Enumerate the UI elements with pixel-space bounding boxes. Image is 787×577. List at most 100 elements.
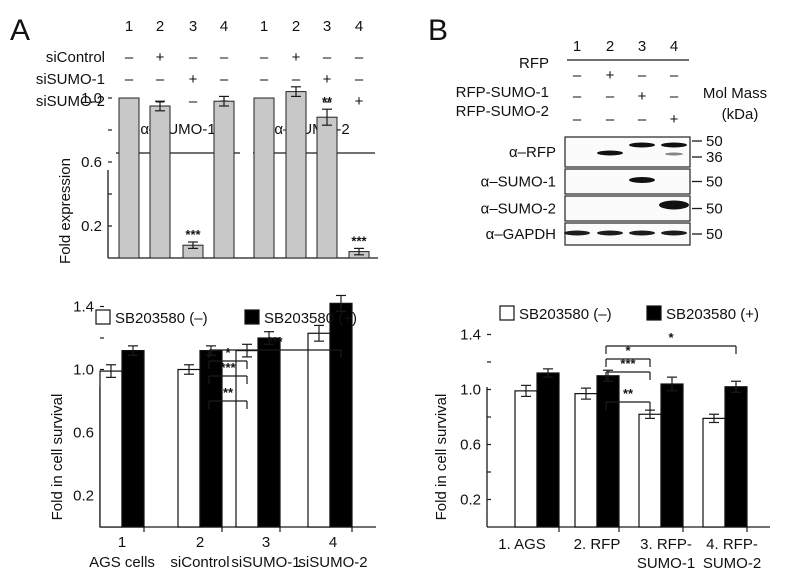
x-category-label: 2. RFP xyxy=(574,536,621,553)
bar xyxy=(213,100,235,259)
significance-stars: *** xyxy=(267,334,283,349)
condition-sign: + xyxy=(670,111,679,128)
blot-antibody-label: α–SUMO-1 xyxy=(481,174,556,191)
x-category-label: 1. AGS xyxy=(498,536,546,553)
mol-mass-marker: 50 xyxy=(706,133,723,150)
x-category-label: 3 xyxy=(262,534,270,551)
bar-sb203580-minus xyxy=(574,393,598,528)
condition-sign: – xyxy=(323,93,332,110)
blot-band xyxy=(629,142,655,148)
lane-number: 1 xyxy=(125,18,133,35)
y-axis-label: Fold expression xyxy=(57,158,74,264)
y-axis-label: Fold in cell survival xyxy=(49,394,66,521)
y-tick-label: 0.6 xyxy=(81,154,102,171)
significance-stars: * xyxy=(668,330,674,345)
condition-sign: + xyxy=(189,71,198,88)
condition-sign: – xyxy=(638,111,647,128)
legend-swatch xyxy=(244,309,260,325)
lane-number: 4 xyxy=(355,18,363,35)
y-tick-label: 0.2 xyxy=(81,218,102,235)
mol-mass-label: Mol Mass xyxy=(703,85,767,102)
x-category-label: 1 xyxy=(118,534,126,551)
blot-band xyxy=(661,142,687,148)
legend-swatch xyxy=(95,309,111,325)
y-tick-label: 1.4 xyxy=(73,299,94,316)
y-tick-label: 0.6 xyxy=(460,437,481,454)
panel-a-cell-survival-chart: 1.4 1.0 0.6 0.2 Fold in cell survival 1 AGS ce… xyxy=(49,294,376,571)
bar-sb203580-plus xyxy=(660,383,684,528)
bar-sb203580-minus xyxy=(307,332,331,528)
condition-sign: – xyxy=(355,71,364,88)
bar-sb203580-minus xyxy=(638,413,662,528)
condition-sign: – xyxy=(125,71,134,88)
condition-sign: – xyxy=(670,88,679,105)
significance-stars: *** xyxy=(220,360,236,375)
blot-band xyxy=(564,230,590,236)
lane-number: 1 xyxy=(573,38,581,55)
legend-label: SB203580 (–) xyxy=(115,310,208,327)
significance-stars: *** xyxy=(351,233,367,248)
condition-sign: – xyxy=(606,88,615,105)
x-category-label: 3. RFP- xyxy=(640,536,692,553)
condition-sign: + xyxy=(156,49,165,66)
blot-antibody-label: α–GAPDH xyxy=(486,226,556,243)
condition-label: RFP-SUMO-1 xyxy=(456,84,549,101)
condition-sign: + xyxy=(606,67,615,84)
blot-band xyxy=(629,230,655,236)
y-tick-label: 0.6 xyxy=(73,425,94,442)
y-tick-label: 1.0 xyxy=(81,90,102,107)
blot-frame xyxy=(564,136,691,168)
x-category-label: SUMO-2 xyxy=(703,555,761,572)
blot-band xyxy=(597,230,623,236)
bar xyxy=(118,97,140,259)
lane-number: 3 xyxy=(323,18,331,35)
condition-sign: – xyxy=(606,111,615,128)
x-category-label: siSUMO-2 xyxy=(298,554,367,571)
x-category-label: 4. RFP- xyxy=(706,536,758,553)
mol-mass-marker: 36 xyxy=(706,149,723,166)
blot-band xyxy=(597,150,623,156)
legend-swatch xyxy=(499,305,515,321)
x-category-label: AGS cells xyxy=(89,554,155,571)
condition-sign: – xyxy=(573,88,582,105)
condition-sign: – xyxy=(220,49,229,66)
lane-number: 3 xyxy=(189,18,197,35)
condition-sign: – xyxy=(260,71,269,88)
blot-band xyxy=(659,200,689,210)
condition-label: siSUMO-1 xyxy=(36,71,105,88)
condition-sign: + xyxy=(355,93,364,110)
bar-sb203580-minus xyxy=(514,390,538,528)
x-category-label: 2 xyxy=(196,534,204,551)
blot-antibody-label: α–RFP xyxy=(509,144,556,161)
bar xyxy=(253,97,275,259)
mol-mass-marker: 50 xyxy=(706,226,723,243)
condition-sign: – xyxy=(573,67,582,84)
condition-sign: + xyxy=(638,88,647,105)
bar-sb203580-minus xyxy=(99,370,123,528)
x-category-label: SUMO-1 xyxy=(637,555,695,572)
significance-stars: ** xyxy=(623,386,634,401)
condition-sign: – xyxy=(292,71,301,88)
lane-number: 1 xyxy=(260,18,268,35)
bar-sb203580-plus xyxy=(121,350,145,528)
significance-stars: *** xyxy=(185,227,201,242)
condition-sign: – xyxy=(189,49,198,66)
condition-sign: – xyxy=(323,49,332,66)
condition-sign: – xyxy=(125,49,134,66)
blot-band xyxy=(661,230,687,236)
blot-frame xyxy=(564,168,691,195)
panel-b-header: B 1 2 3 4 RFP – + – – RFP-SUMO-1 – – + – RFP-SUMO-2 – – – +… xyxy=(428,14,767,128)
y-tick-label: 1.4 xyxy=(460,327,481,344)
bar-sb203580-plus xyxy=(257,337,281,528)
blot-antibody-label: α–SUMO-2 xyxy=(481,201,556,218)
bar-sb203580-plus xyxy=(596,375,620,528)
bar-sb203580-plus xyxy=(724,386,748,528)
bar xyxy=(316,116,338,259)
bar-sb203580-plus xyxy=(199,350,223,528)
bar-sb203580-minus xyxy=(177,368,201,528)
blot-band xyxy=(665,152,683,156)
legend-swatch xyxy=(646,305,662,321)
